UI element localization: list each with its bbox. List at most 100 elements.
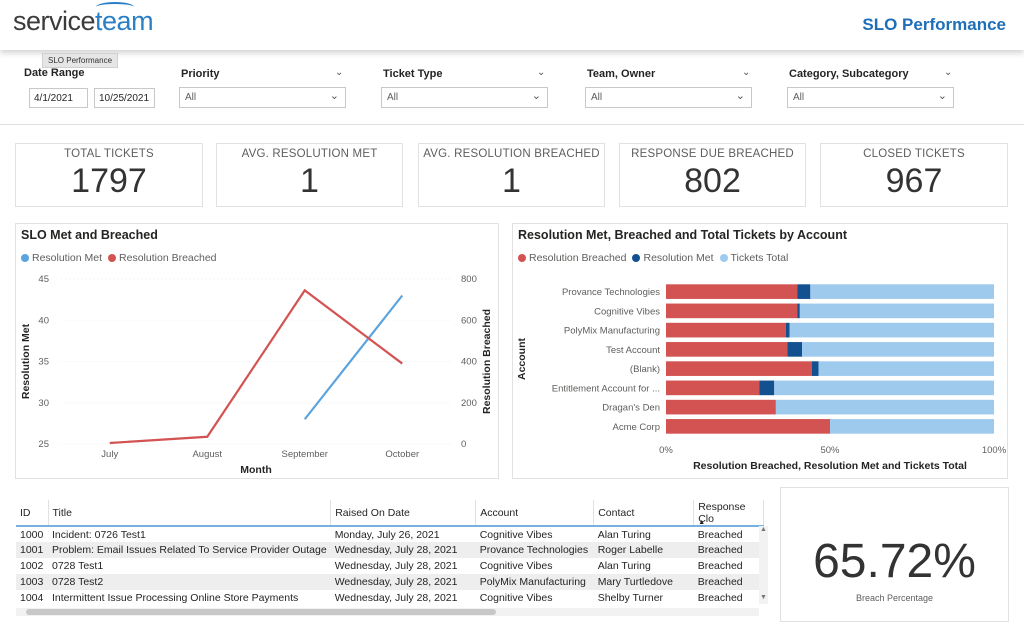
- table-row[interactable]: 1000 Incident: 0726 Test1 Monday, July 2…: [16, 526, 764, 542]
- page-tooltip: SLO Performance: [42, 53, 119, 68]
- x-axis-title: Resolution Breached, Resolution Met and …: [693, 460, 967, 472]
- y-tick-label: 40: [38, 315, 49, 326]
- slo-line-chart-panel: SLO Met and Breached Resolution Met Reso…: [15, 223, 499, 479]
- cell-id: 1000: [20, 528, 44, 541]
- account-bar-chart[interactable]: Provance Technologies Cognitive Vibes Poly…: [513, 224, 1009, 480]
- priority-collapse-icon[interactable]: ⌄: [335, 67, 344, 78]
- table-vertical-scrollbar[interactable]: ▲ ▼: [759, 526, 768, 604]
- legend-item-resolution-met[interactable]: Resolution Met: [632, 252, 714, 264]
- date-end-input[interactable]: 10/25/2021: [94, 88, 155, 108]
- bar-segment-resolution-breached: [666, 342, 788, 357]
- cell-raised-on: Monday, July 26, 2021: [334, 528, 440, 541]
- cell-id: 1003: [16, 574, 48, 590]
- y-tick-label: 25: [38, 439, 49, 450]
- column-header-raised-on[interactable]: Raised On Date: [330, 500, 477, 527]
- bar-segment-tickets-total: [789, 322, 994, 338]
- page-title: SLO Performance: [862, 15, 1006, 34]
- bar-segment-resolution-met: [785, 322, 790, 338]
- date-start-input[interactable]: 4/1/2021: [29, 88, 88, 108]
- category-label: PolyMix Manufacturing: [564, 326, 660, 337]
- kpi-value: 1: [300, 162, 319, 200]
- y2-tick-label: 800: [461, 274, 477, 285]
- date-range-label: Date Range: [24, 67, 85, 79]
- cell-title: Intermittent Issue Processing Online Sto…: [52, 592, 299, 604]
- bar-segment-resolution-breached: [666, 322, 786, 338]
- bar-segment-tickets-total: [830, 419, 994, 434]
- category-dropdown[interactable]: All ⌄: [787, 87, 954, 108]
- chevron-down-icon: ⌄: [937, 90, 947, 102]
- x-tick-label: 100%: [982, 445, 1007, 456]
- y-tick-label: 35: [38, 357, 49, 368]
- team-owner-label: Team, Owner: [587, 68, 656, 80]
- category-label: Acme Corp: [612, 422, 660, 433]
- slo-line-chart[interactable]: 25 30 35 40 45 0 200 400 600 800 July August Septemb…: [16, 224, 500, 480]
- legend-dot-icon: [719, 254, 728, 262]
- column-header-title[interactable]: Title: [48, 500, 332, 527]
- table-row[interactable]: 1001 Problem: Email Issues Related To Se…: [16, 542, 764, 558]
- y-tick-label: 45: [38, 274, 49, 285]
- column-header-id[interactable]: ID: [16, 500, 49, 527]
- cell-title: Problem: Email Issues Related To Service…: [48, 542, 331, 558]
- scrollbar-thumb[interactable]: [26, 609, 496, 615]
- kpi-label: RESPONSE DUE BREACHED: [631, 148, 794, 160]
- bar-segment-resolution-met: [787, 342, 803, 357]
- table-horizontal-scrollbar[interactable]: [16, 608, 759, 616]
- scroll-down-icon[interactable]: ▼: [760, 594, 767, 601]
- table-row[interactable]: 1003 0728 Test2 Wednesday, July 28, 2021…: [16, 574, 764, 590]
- legend-label: Tickets Total: [730, 252, 789, 264]
- kpi-value: 1: [502, 162, 521, 200]
- column-header-account[interactable]: Account: [475, 500, 595, 527]
- cell-title: 0728 Test2: [48, 574, 331, 590]
- team-owner-value: All: [591, 92, 603, 103]
- category-label: Entitlement Account for ...: [552, 383, 660, 394]
- ticket-type-collapse-icon[interactable]: ⌄: [537, 67, 546, 78]
- y-tick-label: 30: [38, 398, 49, 409]
- cell-response: Breached: [697, 528, 743, 541]
- legend-label: Resolution Breached: [529, 252, 627, 264]
- ticket-type-value: All: [387, 92, 399, 103]
- cell-raised-on: Wednesday, July 28, 2021: [334, 560, 458, 572]
- bar-segment-resolution-breached: [666, 399, 776, 415]
- cell-contact: Shelby Turner: [597, 592, 664, 604]
- series-line-resolution-breached: [109, 288, 403, 445]
- x-tick-label: July: [101, 449, 118, 460]
- table-row[interactable]: 1002 0728 Test1 Wednesday, July 28, 2021…: [16, 558, 764, 574]
- legend-item-resolution-breached[interactable]: Resolution Breached: [108, 252, 217, 264]
- line-chart-title: SLO Met and Breached: [21, 228, 158, 242]
- cell-raised-on: Wednesday, July 28, 2021: [330, 574, 476, 590]
- y2-tick-label: 200: [461, 398, 477, 409]
- team-owner-dropdown[interactable]: All ⌄: [585, 87, 752, 108]
- y2-tick-label: 0: [461, 439, 466, 450]
- ticket-type-dropdown[interactable]: All ⌄: [381, 87, 548, 108]
- category-label: Cognitive Vibes: [594, 306, 660, 317]
- y-axis-title: Resolution Met: [20, 323, 32, 399]
- table-row[interactable]: 1004 Intermittent Issue Processing Onlin…: [16, 590, 764, 606]
- cell-id: 1001: [16, 542, 48, 558]
- kpi-value: 1797: [71, 162, 147, 200]
- column-header-response-closed[interactable]: Response Clo ▲: [693, 500, 765, 527]
- kpi-avg-resolution-breached: AVG. RESOLUTION BREACHED 1: [418, 143, 605, 207]
- legend-item-resolution-met[interactable]: Resolution Met: [21, 252, 102, 264]
- cell-response: Breached: [697, 560, 743, 572]
- team-owner-collapse-icon[interactable]: ⌄: [742, 67, 751, 78]
- cell-contact: Alan Turing: [597, 528, 651, 541]
- cell-account: Cognitive Vibes: [479, 592, 553, 604]
- table-header-row: ID Title Raised On Date Account Contact …: [16, 500, 765, 527]
- cell-account: Cognitive Vibes: [479, 528, 553, 541]
- bar-segment-resolution-breached: [666, 361, 812, 376]
- column-header-contact[interactable]: Contact: [593, 500, 695, 527]
- tickets-table: ID Title Raised On Date Account Contact …: [16, 500, 765, 606]
- y2-tick-label: 400: [461, 357, 477, 368]
- bar-segment-tickets-total: [818, 361, 994, 376]
- kpi-label: AVG. RESOLUTION BREACHED: [423, 148, 600, 160]
- scroll-up-icon[interactable]: ▲: [760, 526, 767, 533]
- category-collapse-icon[interactable]: ⌄: [944, 67, 953, 78]
- cell-account: Cognitive Vibes: [479, 560, 553, 572]
- legend-item-resolution-breached[interactable]: Resolution Breached: [518, 252, 626, 264]
- x-tick-label: 0%: [659, 445, 673, 456]
- legend-label: Resolution Breached: [119, 252, 217, 264]
- legend-item-tickets-total[interactable]: Tickets Total: [719, 252, 789, 264]
- bar-segment-tickets-total: [802, 342, 994, 357]
- priority-dropdown[interactable]: All ⌄: [179, 87, 346, 108]
- category-value: All: [793, 92, 805, 103]
